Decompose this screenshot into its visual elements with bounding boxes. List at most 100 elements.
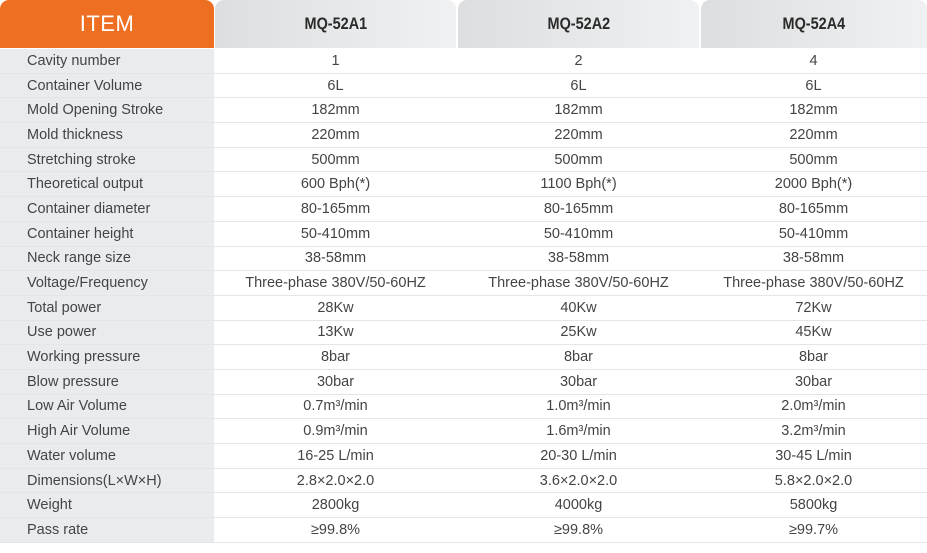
table-row: Use power 13Kw 25Kw 45Kw [0, 320, 927, 346]
row-label: Container Volume [0, 73, 214, 99]
model-name: MQ-52A2 [547, 14, 610, 33]
cell-value: 50-410mm [700, 221, 927, 247]
table-row: High Air Volume 0.9m³/min 1.6m³/min 3.2m³/m… [0, 418, 927, 444]
cell-value: 8bar [700, 344, 927, 370]
row-label: Pass rate [0, 517, 214, 543]
cell-value: 2800kg [214, 492, 457, 519]
cell-value: 30bar [214, 369, 457, 395]
table-row: Container diameter 80-165mm 80-165mm 80-165… [0, 196, 927, 222]
table-row: Dimensions(L×W×H) 2.8×2.0×2.0 3.6×2.0×2.0 5… [0, 468, 927, 494]
row-label: Mold thickness [0, 122, 214, 148]
cell-value: 38-58mm [214, 246, 457, 272]
cell-value: ≥99.7% [700, 517, 927, 543]
cell-value: 50-410mm [214, 221, 457, 247]
cell-value: 28Kw [214, 295, 457, 321]
table-row: Container height 50-410mm 50-410mm 50-410mm [0, 221, 927, 247]
cell-value: 4 [700, 49, 927, 74]
cell-value: 72Kw [700, 295, 927, 321]
cell-value: ≥99.8% [214, 517, 457, 543]
row-label: Voltage/Frequency [0, 270, 214, 296]
cell-value: 1.0m³/min [457, 394, 700, 420]
cell-value: 500mm [214, 147, 457, 173]
table-row: Mold thickness 220mm 220mm 220mm [0, 122, 927, 148]
row-label: Cavity number [0, 49, 214, 74]
cell-value: 182mm [700, 97, 927, 124]
table-header: ITEM MQ-52A1 MQ-52A2 MQ-52A4 [0, 0, 927, 48]
row-label: Dimensions(L×W×H) [0, 468, 214, 494]
cell-value: 3.2m³/min [700, 418, 927, 444]
row-label: Weight [0, 492, 214, 519]
cell-value: 30bar [700, 369, 927, 395]
cell-value: 1.6m³/min [457, 418, 700, 444]
cell-value: 6L [457, 73, 700, 99]
cell-value: 0.7m³/min [214, 394, 457, 420]
table-row: Weight 2800kg 4000kg 5800kg [0, 492, 927, 519]
table-row: Mold Opening Stroke 182mm 182mm 182mm [0, 97, 927, 124]
cell-value: 80-165mm [700, 196, 927, 222]
cell-value: 50-410mm [457, 221, 700, 247]
cell-value: 13Kw [214, 320, 457, 346]
table-row: Container Volume 6L 6L 6L [0, 73, 927, 99]
row-label: Water volume [0, 443, 214, 469]
cell-value: 2000 Bph(*) [700, 171, 927, 198]
row-label: Use power [0, 320, 214, 346]
cell-value: 5800kg [700, 492, 927, 519]
cell-value: 4000kg [457, 492, 700, 519]
cell-value: 20-30 L/min [457, 443, 700, 469]
header-model-1: MQ-52A1 [215, 0, 456, 48]
cell-value: 38-58mm [457, 246, 700, 272]
row-label: Neck range size [0, 246, 214, 272]
header-model-2: MQ-52A2 [458, 0, 699, 48]
cell-value: Three-phase 380V/50-60HZ [700, 270, 927, 296]
cell-value: 80-165mm [457, 196, 700, 222]
cell-value: 80-165mm [214, 196, 457, 222]
header-item: ITEM [0, 0, 214, 48]
model-name: MQ-52A4 [782, 14, 846, 33]
cell-value: 220mm [214, 122, 457, 148]
table-row: Water volume 16-25 L/min 20-30 L/min 30-45 … [0, 443, 927, 469]
row-label: Total power [0, 295, 214, 321]
cell-value: 16-25 L/min [214, 443, 457, 469]
row-label: High Air Volume [0, 418, 214, 444]
row-label: Theoretical output [0, 171, 214, 198]
table-row: Low Air Volume 0.7m³/min 1.0m³/min 2.0m³/mi… [0, 394, 927, 420]
cell-value: 6L [214, 73, 457, 99]
cell-value: 600 Bph(*) [214, 171, 457, 198]
cell-value: 3.6×2.0×2.0 [457, 468, 700, 494]
cell-value: 182mm [457, 97, 700, 124]
cell-value: 500mm [700, 147, 927, 173]
cell-value: 1100 Bph(*) [457, 171, 700, 198]
cell-value: 220mm [700, 122, 927, 148]
table-row: Cavity number 1 2 4 [0, 49, 927, 74]
row-label: Blow pressure [0, 369, 214, 395]
model-name: MQ-52A1 [304, 14, 367, 33]
cell-value: 5.8×2.0×2.0 [700, 468, 927, 494]
cell-value: 2.8×2.0×2.0 [214, 468, 457, 494]
table-row: Blow pressure 30bar 30bar 30bar [0, 369, 927, 395]
cell-value: 6L [700, 73, 927, 99]
cell-value: 38-58mm [700, 246, 927, 272]
header-model-3: MQ-52A4 [701, 0, 927, 48]
row-label: Low Air Volume [0, 394, 214, 420]
table-row: Pass rate ≥99.8% ≥99.8% ≥99.7% [0, 517, 927, 543]
cell-value: 182mm [214, 97, 457, 124]
cell-value: 8bar [214, 344, 457, 370]
cell-value: 500mm [457, 147, 700, 173]
cell-value: 40Kw [457, 295, 700, 321]
cell-value: 30-45 L/min [700, 443, 927, 469]
cell-value: 8bar [457, 344, 700, 370]
table-row: Working pressure 8bar 8bar 8bar [0, 344, 927, 370]
table-row: Stretching stroke 500mm 500mm 500mm [0, 147, 927, 173]
row-label: Container height [0, 221, 214, 247]
cell-value: Three-phase 380V/50-60HZ [457, 270, 700, 296]
table-row: Voltage/Frequency Three-phase 380V/50-60H… [0, 270, 927, 296]
cell-value: 25Kw [457, 320, 700, 346]
cell-value: 220mm [457, 122, 700, 148]
cell-value: 2 [457, 49, 700, 74]
row-label: Mold Opening Stroke [0, 97, 214, 124]
cell-value: 1 [214, 49, 457, 74]
cell-value: 45Kw [700, 320, 927, 346]
row-label: Working pressure [0, 344, 214, 370]
cell-value: 30bar [457, 369, 700, 395]
cell-value: 0.9m³/min [214, 418, 457, 444]
